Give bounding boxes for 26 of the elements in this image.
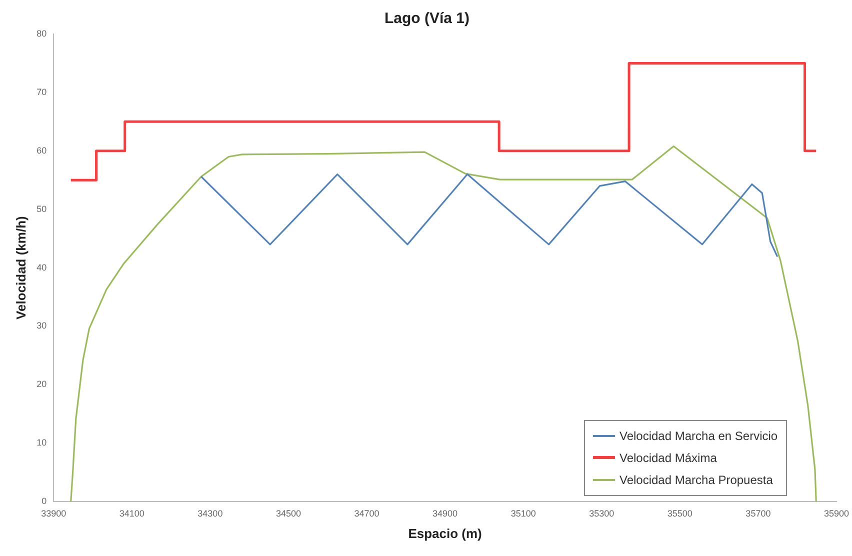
x-tick-label: 34700 [354, 508, 380, 518]
x-axis-title: Espacio (m) [408, 526, 482, 541]
y-tick-label: 80 [36, 28, 47, 38]
x-tick-label: 35100 [510, 508, 536, 518]
x-tick-label: 35900 [824, 508, 849, 518]
y-tick-label: 60 [36, 145, 47, 156]
x-tick-label: 35500 [667, 508, 692, 518]
x-tick-label: 34500 [276, 508, 301, 518]
y-tick-label: 0 [42, 496, 47, 506]
y-tick-label: 20 [36, 379, 47, 390]
y-axis-title: Velocidad (km/h) [13, 216, 28, 320]
x-tick-label: 35700 [746, 508, 771, 518]
x-tick-label: 34100 [119, 508, 144, 518]
x-tick-label: 33900 [41, 508, 66, 518]
x-tick-label: 34900 [432, 508, 458, 518]
chart-title: Lago (Vía 1) [384, 10, 470, 28]
x-tick-label: 35300 [589, 508, 614, 518]
legend-label: Velocidad Marcha en Servicio [619, 428, 778, 443]
y-tick-label: 30 [36, 320, 47, 331]
y-tick-label: 70 [36, 86, 47, 97]
y-tick-label: 10 [36, 438, 47, 448]
legend-label: Velocidad Marcha Propuesta [619, 472, 773, 487]
legend-label: Velocidad Máxima [619, 450, 717, 465]
y-tick-label: 50 [36, 204, 47, 214]
y-tick-label: 40 [36, 262, 47, 272]
x-tick-label: 34300 [198, 508, 223, 518]
